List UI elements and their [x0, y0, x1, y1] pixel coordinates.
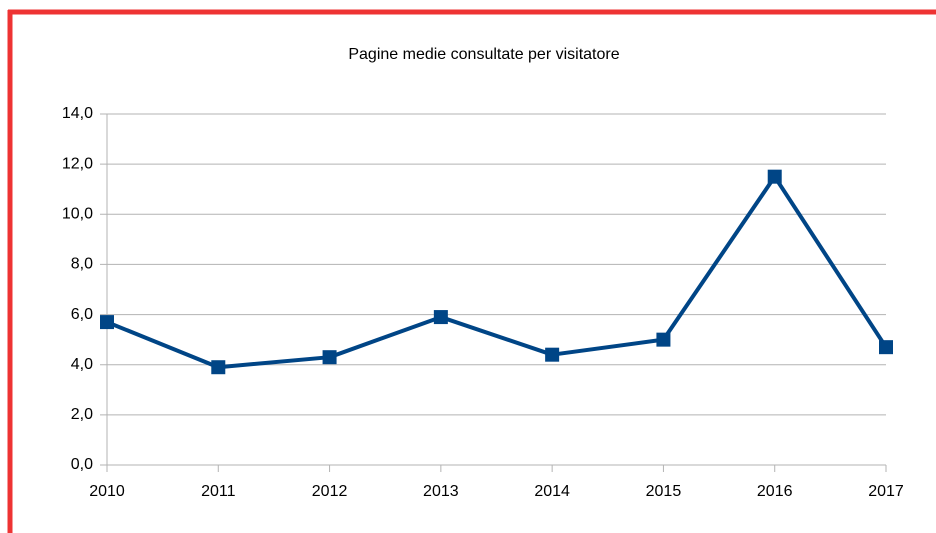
data-point	[767, 169, 782, 184]
y-tick-label: 14,0	[62, 105, 93, 122]
data-line	[106, 174, 888, 370]
y-tick-label: 10,0	[62, 206, 93, 223]
y-tick-label: 6,0	[71, 306, 93, 323]
x-tick-label: 2015	[646, 483, 682, 500]
x-tick-label: 2010	[89, 483, 125, 500]
chart-title: Pagine medie consultate per visitatore	[348, 46, 619, 63]
y-tick-label: 0,0	[71, 456, 93, 473]
x-tick-label: 2016	[757, 483, 793, 500]
data-point	[322, 350, 337, 365]
data-point	[545, 347, 560, 362]
y-tick-label: 8,0	[71, 256, 93, 273]
x-tick-label: 2014	[534, 483, 570, 500]
y-tick-label: 2,0	[71, 406, 93, 423]
data-point	[211, 360, 226, 375]
x-tick-label: 2013	[423, 483, 459, 500]
y-tick-label: 4,0	[71, 356, 93, 373]
x-tick-label: 2012	[312, 483, 348, 500]
data-point	[656, 332, 671, 347]
data-point	[879, 340, 893, 355]
data-point	[433, 310, 448, 325]
data-point	[100, 315, 114, 330]
x-tick-label: 2011	[201, 483, 236, 500]
y-tick-label: 12,0	[62, 155, 93, 172]
x-tick-label: 2017	[868, 483, 904, 500]
